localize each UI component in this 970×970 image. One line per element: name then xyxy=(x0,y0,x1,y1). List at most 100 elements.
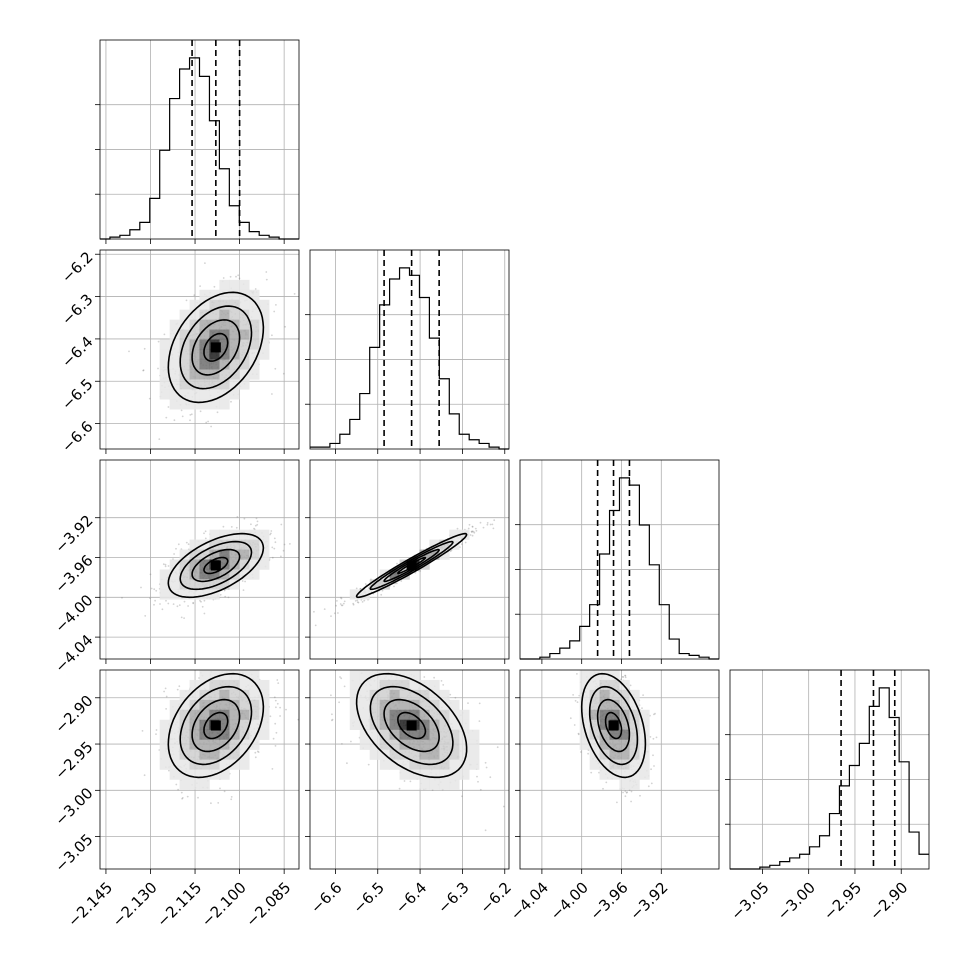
density-cell xyxy=(449,779,460,790)
density-cell xyxy=(419,719,430,730)
sample-point xyxy=(340,604,343,607)
contour-1-0-1 xyxy=(191,319,241,376)
mode-marker-2-0 xyxy=(210,560,221,571)
sample-point xyxy=(576,701,579,704)
sample-point xyxy=(181,797,184,799)
density-cell xyxy=(249,569,260,580)
sample-point xyxy=(336,600,338,602)
density-cell xyxy=(219,699,230,711)
density-cell xyxy=(219,719,230,730)
sample-point xyxy=(390,660,392,662)
sample-point xyxy=(580,751,582,753)
panel-frame-3-2 xyxy=(519,669,720,870)
sample-point xyxy=(279,706,281,709)
density-cell xyxy=(619,739,630,750)
density-cell xyxy=(209,529,220,540)
sample-point xyxy=(173,419,176,422)
sample-point xyxy=(367,763,370,766)
density-cell xyxy=(409,759,420,770)
hist-frame-0 xyxy=(99,39,300,240)
density-cell xyxy=(189,689,200,701)
sample-point xyxy=(440,680,443,682)
density-cell xyxy=(389,689,400,701)
sample-point xyxy=(235,275,237,278)
sample-point xyxy=(364,583,367,585)
sample-point xyxy=(359,587,362,590)
density-cell xyxy=(619,769,630,780)
sample-point xyxy=(590,771,593,774)
density-cell xyxy=(229,749,240,760)
density-cell xyxy=(169,569,180,580)
sample-point xyxy=(471,531,473,533)
density-cell xyxy=(629,719,640,730)
density-cell xyxy=(399,699,410,711)
sample-point xyxy=(346,762,348,765)
sample-point xyxy=(230,796,233,798)
ytick-label-3-0: −3.05 xyxy=(51,830,96,875)
density-cell xyxy=(589,759,600,770)
sample-point xyxy=(367,587,370,589)
density-cell xyxy=(349,679,361,691)
density-cell xyxy=(189,779,200,790)
sample-point xyxy=(236,516,239,518)
sample-point xyxy=(343,600,346,603)
contour-1-0-0 xyxy=(203,332,229,362)
sample-point xyxy=(343,685,346,688)
sample-point xyxy=(223,589,226,592)
density-cell xyxy=(169,709,180,721)
density-cell xyxy=(359,699,370,711)
sample-point xyxy=(502,805,505,808)
density-cell xyxy=(229,689,240,701)
density-cell xyxy=(439,779,450,790)
density-cell xyxy=(199,579,210,590)
sample-point xyxy=(467,527,470,530)
density-cell xyxy=(399,709,410,721)
density-cell xyxy=(229,579,240,590)
sample-point xyxy=(339,676,341,678)
sample-point xyxy=(478,702,481,705)
density-cell xyxy=(629,689,640,701)
density-cell xyxy=(609,759,620,770)
density-cell xyxy=(209,749,220,760)
sample-point xyxy=(380,662,382,664)
density-cell xyxy=(229,339,240,350)
sample-point xyxy=(331,718,334,721)
density-cell xyxy=(169,389,180,400)
density-cell xyxy=(259,709,270,721)
sample-point xyxy=(471,526,474,528)
sample-point xyxy=(478,720,481,722)
density-cell xyxy=(239,719,250,730)
density-cell xyxy=(619,719,630,730)
sample-point xyxy=(356,601,359,603)
sample-point xyxy=(403,780,406,782)
density-cell xyxy=(229,549,240,560)
density-cell xyxy=(259,559,270,570)
density-cell xyxy=(169,339,180,350)
sample-point xyxy=(469,534,472,536)
sample-point xyxy=(484,761,487,764)
density-cell xyxy=(449,769,460,780)
sample-point xyxy=(597,667,599,669)
density-cell xyxy=(169,699,180,711)
density-cell xyxy=(419,709,430,721)
contour-3-2-1 xyxy=(596,698,631,753)
sample-point xyxy=(342,602,345,605)
xtick-label-1-3: −6.3 xyxy=(434,879,472,917)
density-cell xyxy=(179,689,190,701)
density-cell xyxy=(579,689,590,701)
sample-point xyxy=(203,599,206,602)
sample-point xyxy=(254,751,257,754)
sample-point xyxy=(492,527,495,530)
xtick-label-1-1: −6.5 xyxy=(350,879,388,917)
density-cell xyxy=(159,379,170,390)
sample-point xyxy=(241,580,244,582)
sample-point xyxy=(166,653,168,655)
density-cell xyxy=(259,679,270,691)
density-cell xyxy=(209,579,220,590)
sample-point xyxy=(164,563,167,566)
sample-point xyxy=(486,523,489,526)
sample-point xyxy=(165,695,168,698)
density-cell xyxy=(219,399,230,410)
sample-point xyxy=(449,550,452,553)
